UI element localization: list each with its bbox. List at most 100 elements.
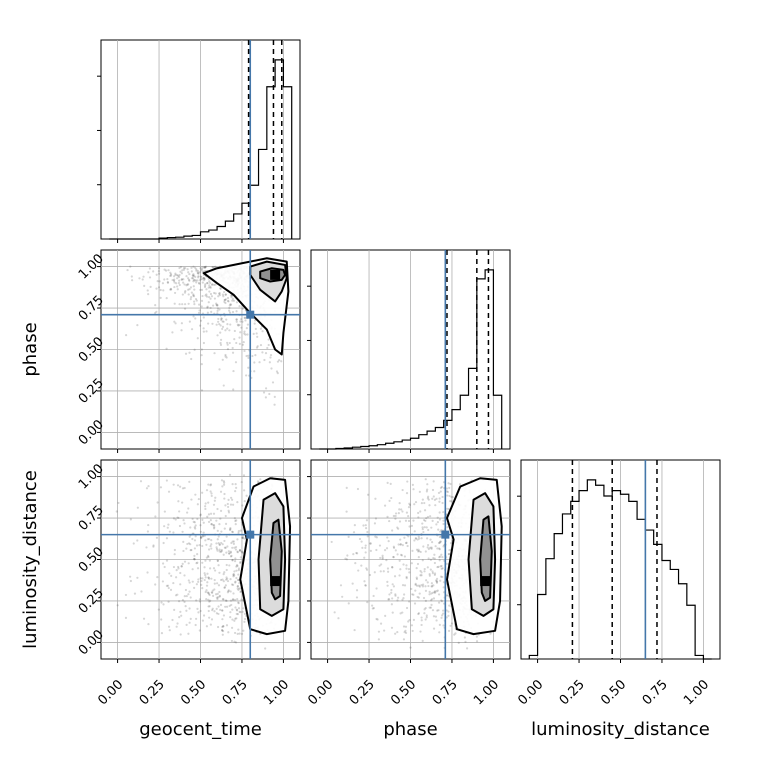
sample-point	[445, 594, 448, 597]
sample-point	[216, 596, 220, 599]
sample-point	[183, 560, 187, 563]
sample-point	[406, 544, 409, 548]
sample-point	[239, 561, 242, 565]
sample-point	[177, 565, 180, 569]
sample-point	[218, 550, 221, 553]
sample-point	[233, 598, 237, 601]
sample-point	[396, 630, 399, 634]
sample-point	[430, 592, 433, 595]
sample-point	[201, 561, 204, 564]
sample-point	[195, 599, 198, 602]
sample-point	[221, 485, 224, 488]
sample-point	[404, 519, 408, 522]
sample-point	[218, 590, 221, 594]
sample-point	[189, 298, 192, 301]
sample-point	[241, 550, 244, 553]
sample-point	[240, 598, 243, 601]
sample-point	[436, 589, 439, 592]
sample-point	[381, 554, 384, 557]
sample-point	[156, 501, 159, 504]
sample-point	[185, 284, 188, 287]
sample-point	[365, 567, 368, 570]
sample-point	[438, 547, 441, 550]
sample-point	[201, 535, 204, 538]
sample-point	[351, 582, 354, 585]
sample-point	[263, 358, 266, 362]
sample-point	[242, 629, 245, 632]
sample-point	[174, 594, 178, 597]
sample-point	[415, 548, 419, 551]
sample-point	[439, 540, 442, 543]
sample-point	[259, 343, 263, 347]
sample-point	[204, 283, 207, 286]
sample-point	[199, 324, 202, 327]
sample-point	[162, 603, 165, 606]
sample-point	[426, 483, 429, 486]
sample-point	[212, 567, 216, 570]
sample-point	[213, 352, 216, 355]
sample-point	[378, 564, 381, 567]
kde-geocent_time-luminosity_distance-plot-area	[101, 460, 300, 659]
sample-point	[439, 555, 442, 558]
sample-point	[440, 564, 443, 568]
sample-point	[169, 273, 173, 276]
sample-point	[390, 496, 393, 500]
sample-point	[182, 266, 185, 270]
sample-point	[231, 530, 235, 534]
sample-point	[146, 289, 149, 292]
sample-point	[209, 285, 212, 289]
sample-point	[229, 555, 233, 558]
sample-point	[431, 488, 435, 492]
sample-point	[386, 481, 389, 484]
sample-point	[187, 271, 190, 274]
sample-point	[229, 323, 232, 326]
sample-point	[191, 517, 194, 521]
x-tick-label: 0.25	[557, 677, 588, 708]
sample-point	[197, 311, 201, 315]
sample-point	[184, 605, 187, 608]
sample-point	[450, 500, 453, 503]
sample-point	[232, 388, 235, 391]
sample-point	[199, 319, 203, 322]
sample-point	[218, 292, 221, 295]
sample-point	[207, 555, 210, 559]
sample-point	[403, 555, 407, 558]
sample-point	[168, 629, 171, 632]
sample-point	[240, 551, 243, 554]
sample-point	[223, 290, 226, 294]
sample-point	[186, 268, 189, 271]
sample-point	[438, 623, 441, 626]
sample-point	[242, 340, 245, 344]
sample-point	[221, 609, 224, 612]
sample-point	[218, 292, 221, 295]
sample-point	[364, 551, 367, 554]
sample-point	[129, 265, 132, 268]
sample-point	[192, 278, 195, 281]
sample-point	[243, 330, 246, 333]
sample-point	[234, 548, 238, 551]
sample-point	[407, 519, 411, 523]
sample-point	[237, 601, 240, 604]
sample-point	[190, 328, 194, 331]
sample-point	[192, 285, 195, 288]
sample-point	[245, 354, 248, 358]
sample-point	[386, 580, 389, 584]
sample-point	[403, 536, 406, 539]
sample-point	[424, 478, 427, 481]
sample-point	[401, 598, 404, 602]
sample-point	[200, 362, 203, 366]
sample-point	[196, 271, 199, 274]
sample-point	[441, 575, 444, 579]
sample-point	[224, 514, 227, 518]
kde-phase-luminosity_distance-plot-area	[311, 460, 510, 659]
sample-point	[436, 609, 439, 612]
sample-point	[229, 550, 232, 553]
sample-point	[193, 586, 196, 589]
sample-point	[442, 545, 445, 548]
sample-point	[219, 287, 222, 290]
sample-point	[387, 598, 390, 601]
sample-point	[400, 554, 404, 557]
sample-point	[226, 341, 229, 344]
sample-point	[213, 283, 216, 287]
sample-point	[199, 609, 202, 613]
